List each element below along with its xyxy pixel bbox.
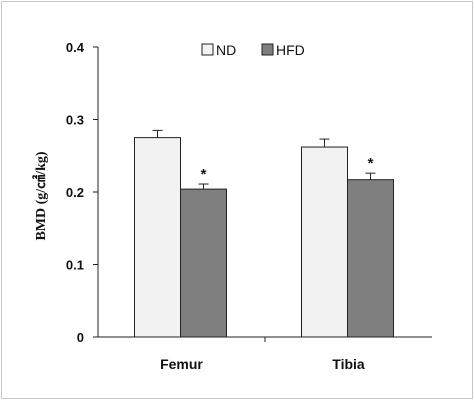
legend-label-nd: ND [216,42,236,58]
significance-marker: * [368,155,374,172]
y-tick-label: 0.3 [66,113,84,128]
significance-marker: * [201,166,207,183]
bars [134,129,394,338]
x-category-label: Femur [160,356,203,372]
y-tick-label: 0 [77,330,84,345]
labels: 0 0.1 0.2 0.3 0.4 BMD (g/㎠/kg) Femur Tibia * * [32,40,374,372]
legend-swatch-hfd [261,43,274,56]
legend: ND HFD [201,42,305,58]
y-tick-label: 0.4 [66,40,85,55]
bar-nd-tibia [301,146,348,338]
x-category-label: Tibia [332,356,365,372]
y-tick-label: 0.1 [66,258,84,273]
bar-hfd-femur [180,188,227,338]
y-axis-label: BMD (g/㎠/kg) [32,151,49,240]
legend-label-hfd: HFD [276,42,305,58]
legend-swatch-nd [201,43,214,56]
bar-hfd-tibia [347,179,394,338]
bar-nd-femur [134,137,181,338]
y-tick-label: 0.2 [66,185,84,200]
